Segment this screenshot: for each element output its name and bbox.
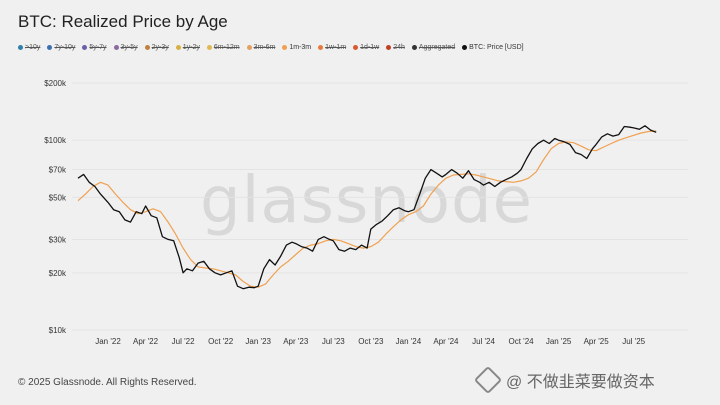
x-tick-label: Oct '23	[358, 337, 384, 346]
legend-label: 3y-5y	[120, 44, 138, 51]
x-tick-label: Apr '25	[584, 337, 610, 346]
x-tick-label: Jan '22	[95, 337, 121, 346]
legend-label: 2y-3y	[151, 44, 169, 51]
legend-item[interactable]: Aggregated	[411, 44, 456, 51]
chart-title: BTC: Realized Price by Age	[18, 12, 228, 31]
legend-dot-icon	[411, 45, 417, 50]
legend-label: 6m-12m	[213, 44, 240, 51]
x-tick-label: Oct '22	[208, 337, 234, 346]
legend-dot-icon	[318, 45, 324, 50]
legend-item[interactable]: 3m-6m	[246, 44, 276, 51]
legend-dot-icon	[246, 45, 252, 50]
y-tick-label: $100k	[44, 136, 67, 145]
x-tick-label: Jul '24	[472, 337, 495, 346]
series-line-btc-price	[77, 125, 657, 290]
x-tick-label: Jan '25	[546, 337, 572, 346]
legend-dot-icon	[82, 45, 88, 50]
legend-dot-icon	[175, 45, 181, 50]
legend-item[interactable]: 1w-1m	[318, 44, 346, 51]
legend-dot-icon	[282, 45, 288, 50]
brand-text: @ 不做韭菜要做资本	[506, 374, 655, 391]
legend-item[interactable]: 3y-5y	[113, 44, 138, 51]
y-axis: $10k $20k $30k $50k $70k $100k $200k	[44, 79, 67, 335]
copyright-text: © 2025 Glassnode. All Rights Reserved.	[18, 377, 197, 388]
legend-label: >10y	[25, 44, 41, 51]
x-tick-label: Jan '23	[245, 337, 271, 346]
legend-item[interactable]: 6m-12m	[206, 44, 240, 51]
legend-label: 1d-1w	[360, 44, 380, 51]
legend-label: 7y-10y	[54, 44, 76, 51]
legend-item[interactable]: 2y-3y	[144, 44, 169, 51]
y-tick-label: $70k	[49, 166, 67, 175]
legend-item[interactable]: 1d-1w	[353, 44, 379, 51]
legend-dot-icon	[386, 45, 392, 50]
legend-dot-icon	[144, 45, 150, 50]
y-tick-label: $50k	[49, 193, 67, 202]
x-tick-label: Apr '24	[433, 337, 459, 346]
y-tick-label: $20k	[49, 269, 67, 278]
legend-label: 5y-7y	[89, 44, 107, 51]
x-tick-label: Jul '25	[622, 337, 645, 346]
legend-label: 1m-3m	[289, 44, 312, 51]
y-tick-label: $200k	[44, 79, 67, 88]
brand-icon	[473, 365, 503, 395]
legend-item[interactable]: 1y-2y	[175, 44, 200, 51]
legend-label: BTC: Price [USD]	[469, 44, 524, 51]
x-tick-label: Oct '24	[509, 337, 535, 346]
legend-item[interactable]: 5y-7y	[82, 44, 107, 51]
x-tick-label: Jul '22	[172, 337, 195, 346]
legend-item[interactable]: 1m-3m	[282, 44, 311, 51]
legend-label: 3m-6m	[253, 44, 276, 51]
x-tick-label: Jul '23	[322, 337, 345, 346]
legend-label: Aggregated	[418, 44, 456, 51]
legend-dot-icon	[462, 45, 468, 50]
brand-watermark: @ 不做韭菜要做资本	[473, 365, 655, 395]
legend-item[interactable]: 24h	[386, 44, 405, 51]
x-axis: Jan '22 Apr '22 Jul '22 Oct '22 Jan '23 Apr '…	[95, 337, 645, 346]
x-tick-label: Apr '22	[133, 337, 159, 346]
legend-label: 1y-2y	[182, 44, 200, 51]
y-tick-label: $10k	[49, 326, 67, 335]
legend-dot-icon	[206, 45, 212, 50]
y-tick-label: $30k	[49, 235, 67, 244]
legend-dot-icon	[113, 45, 119, 50]
series-group	[77, 125, 657, 290]
legend-label: 1w-1m	[325, 44, 347, 51]
legend-label: 24h	[393, 44, 405, 51]
legend-item[interactable]: 7y-10y	[47, 44, 75, 51]
gridlines	[72, 82, 688, 331]
legend-dot-icon	[353, 45, 359, 50]
legend-dot-icon	[18, 45, 23, 50]
x-tick-label: Apr '23	[283, 337, 309, 346]
legend-item[interactable]: >10y	[18, 44, 40, 51]
watermark: glassnode	[200, 164, 533, 238]
x-tick-label: Jan '24	[396, 337, 422, 346]
legend: >10y 7y-10y 5y-7y 3y-5y 2y-3y 1y-2y 6m-12m 3m-6…	[18, 44, 710, 51]
legend-item[interactable]: BTC: Price [USD]	[462, 44, 524, 51]
legend-dot-icon	[47, 45, 53, 50]
